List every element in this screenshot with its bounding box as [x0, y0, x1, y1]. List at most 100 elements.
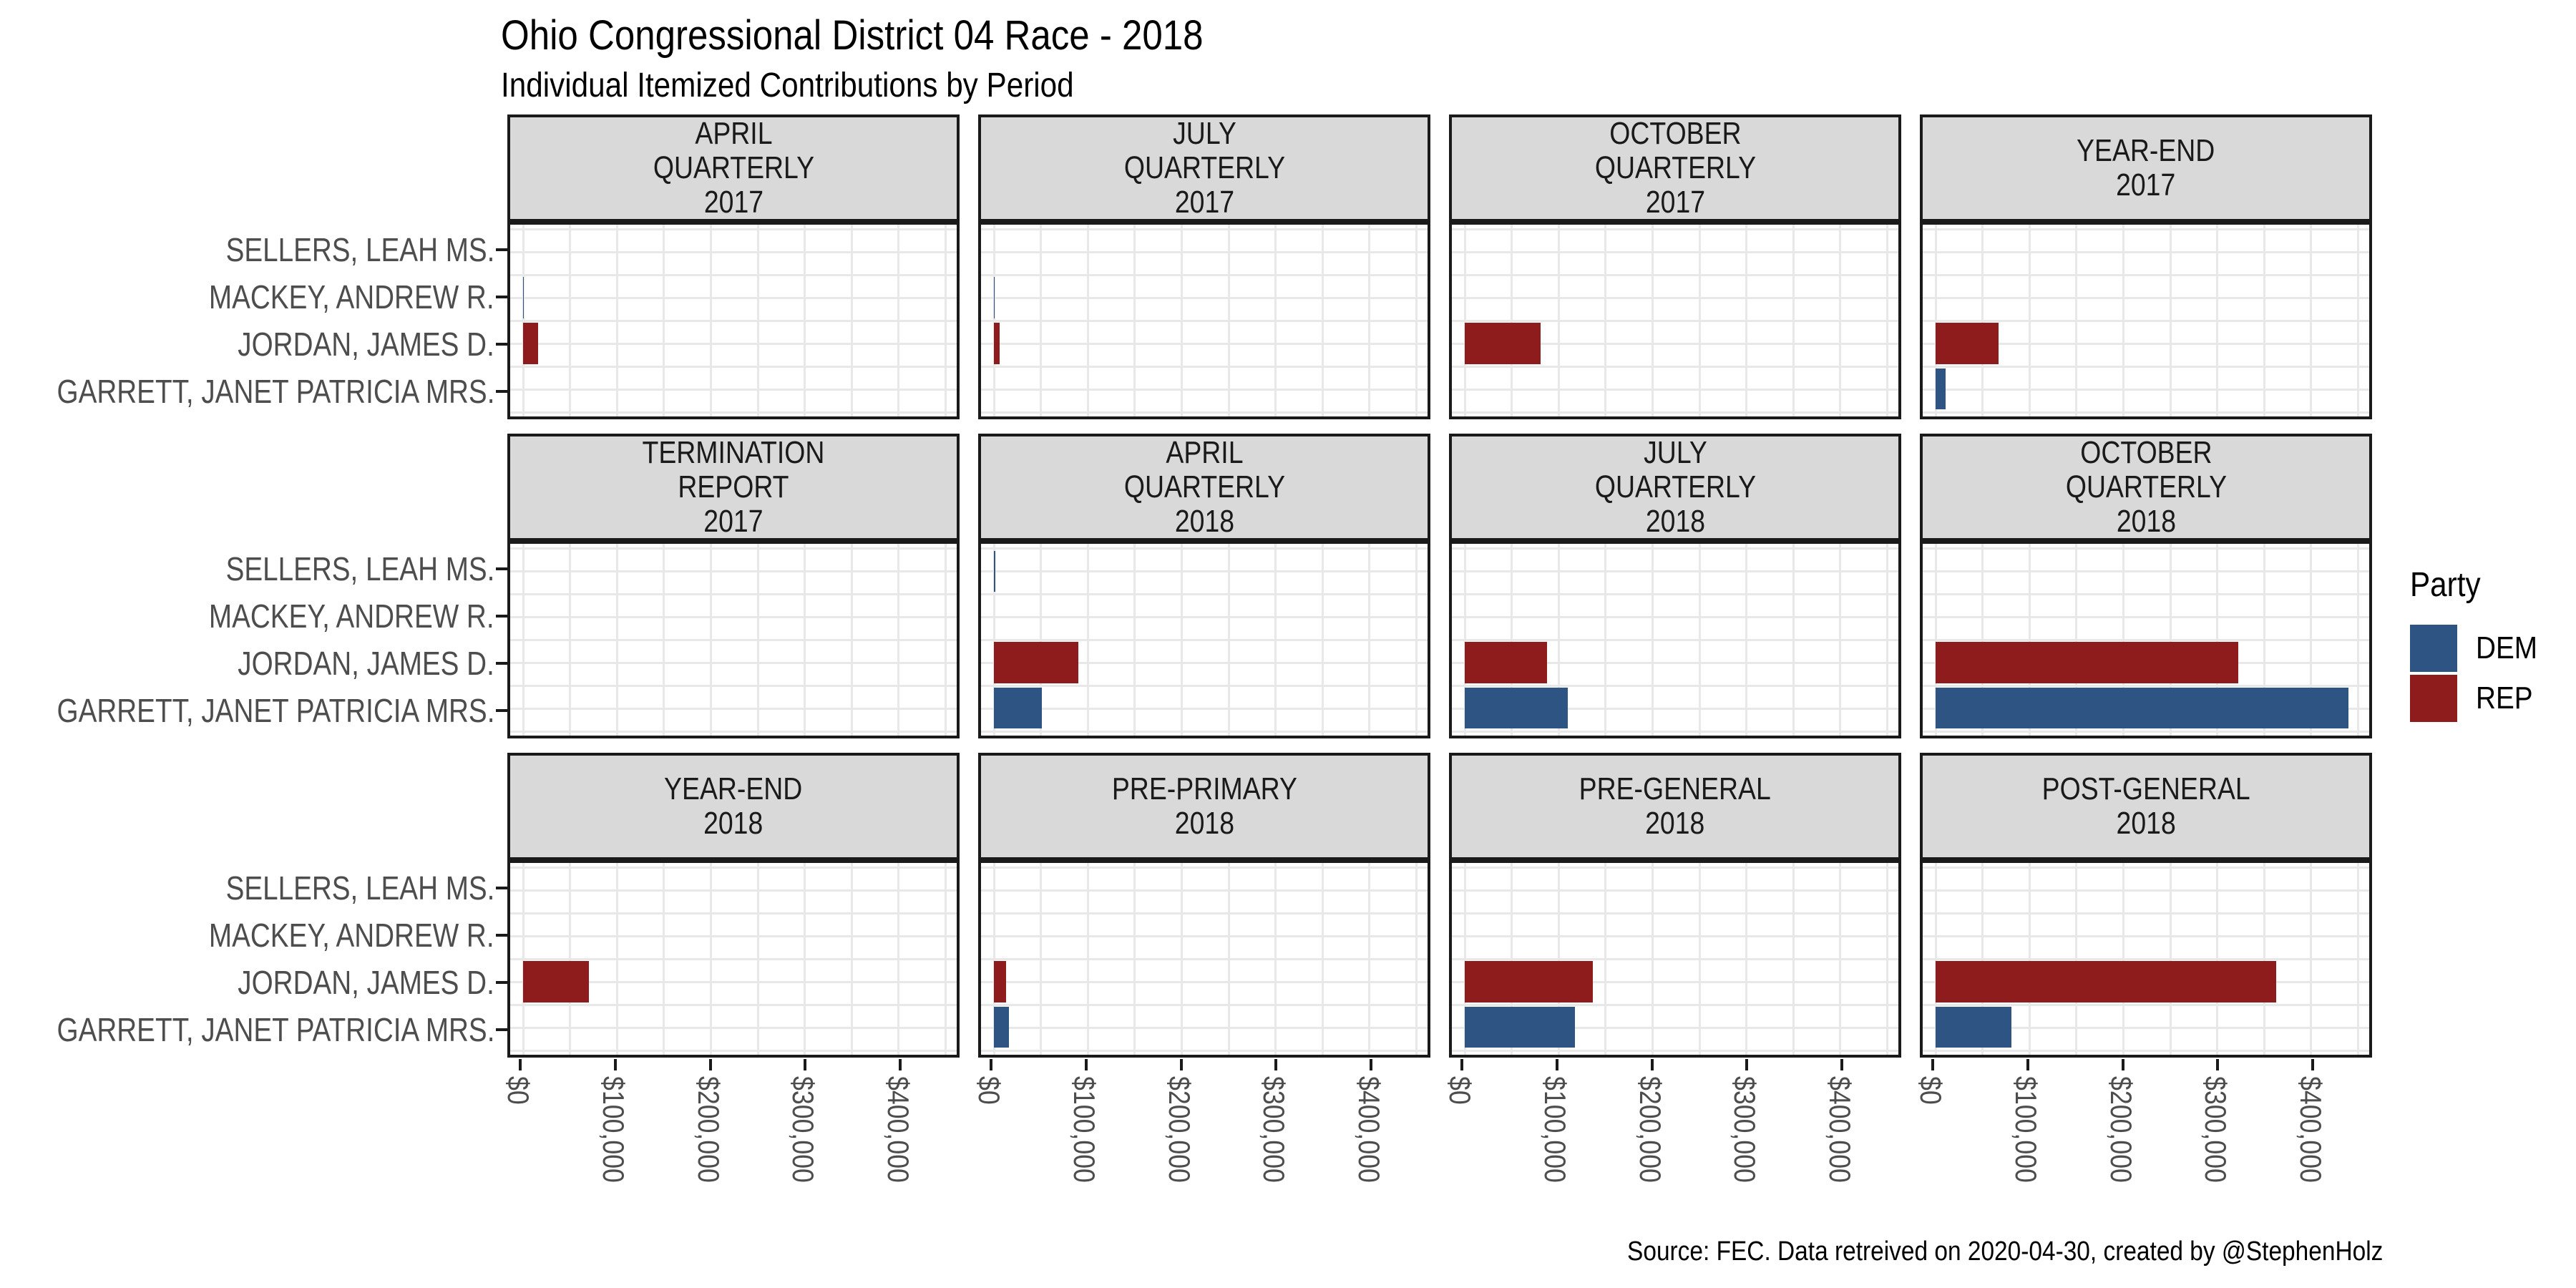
legend-keys: DEM REP [2410, 625, 2546, 722]
facet-panel [507, 222, 960, 419]
facet-panel [1920, 541, 2372, 738]
gridline-horizontal-minor [510, 547, 957, 550]
legend-swatch-rep [2410, 675, 2457, 722]
y-axis-label: MACKEY, ANDREW R. [209, 278, 494, 316]
gridline-horizontal-major [1452, 251, 1898, 254]
gridline-horizontal-major [510, 889, 957, 892]
facet-strip-label: JULY QUARTERLY 2018 [1594, 435, 1756, 539]
x-axis-tick [1931, 1059, 1934, 1070]
facet-panel [978, 222, 1430, 419]
gridline-horizontal-minor [1452, 730, 1898, 733]
x-axis-label: $100,000 [596, 1076, 630, 1183]
gridline-horizontal-major [1923, 251, 2369, 254]
gridline-horizontal-major [1923, 889, 2369, 892]
gridline-horizontal-minor [510, 320, 957, 322]
x-axis-label: $200,000 [1162, 1076, 1196, 1183]
facet-panel [978, 541, 1430, 738]
x-axis-label: $400,000 [882, 1076, 916, 1183]
x-axis-tick [708, 1059, 712, 1070]
facet-strip-label: OCTOBER QUARTERLY 2018 [2065, 435, 2227, 539]
gridline-horizontal-minor [1923, 958, 2369, 960]
gridline-horizontal-major [1923, 1026, 2369, 1029]
bar-rep [1464, 961, 1594, 1002]
facet-strip: PRE-PRIMARY 2018 [978, 753, 1430, 860]
x-axis-label: $0 [502, 1076, 535, 1105]
bar-dem [1464, 688, 1568, 729]
x-axis-label: $300,000 [786, 1076, 821, 1183]
gridline-horizontal-major [1452, 388, 1898, 391]
facet-strip: OCTOBER QUARTERLY 2017 [1449, 114, 1901, 222]
y-axis-label: GARRETT, JANET PATRICIA MRS. [57, 1010, 494, 1048]
bar-rep [1464, 642, 1548, 683]
gridline-horizontal-major [981, 251, 1428, 254]
y-axis-tick [496, 248, 507, 252]
gridline-horizontal-minor [1452, 1003, 1898, 1006]
gridline-horizontal-major [510, 616, 957, 619]
chart-title: Ohio Congressional District 04 Race - 20… [501, 12, 1204, 59]
gridline-horizontal-major [510, 661, 957, 664]
gridline-horizontal-minor [981, 320, 1428, 322]
facet-strip-label: OCTOBER QUARTERLY 2017 [1594, 116, 1756, 220]
caption: Source: FEC. Data retreived on 2020-04-3… [1626, 1236, 2383, 1267]
facet-strip-label: POST-GENERAL 2018 [2041, 771, 2250, 841]
gridline-horizontal-minor [981, 228, 1428, 231]
gridline-horizontal-major [1923, 935, 2369, 938]
gridline-horizontal-major [1923, 388, 2369, 391]
x-axis-tick [519, 1059, 522, 1070]
x-axis-label: $0 [972, 1076, 1006, 1105]
x-axis-tick [2026, 1059, 2029, 1070]
gridline-horizontal-minor [1923, 593, 2369, 596]
gridline-horizontal-major [510, 251, 957, 254]
gridline-horizontal-minor [1923, 228, 2369, 231]
y-axis-label: SELLERS, LEAH MS. [225, 550, 494, 588]
gridline-horizontal-major [1923, 297, 2369, 300]
legend-key-dem: DEM [2410, 625, 2546, 672]
gridline-horizontal-minor [1452, 365, 1898, 368]
bar-dem [993, 277, 995, 318]
y-axis-tick [496, 389, 507, 393]
gridline-horizontal-major [510, 980, 957, 983]
gridline-horizontal-major [981, 616, 1428, 619]
gridline-horizontal-minor [510, 593, 957, 596]
facet-strip-label: PRE-GENERAL 2018 [1579, 771, 1772, 841]
y-axis-tick [496, 661, 507, 665]
gridline-horizontal-minor [1923, 320, 2369, 322]
gridline-horizontal-minor [1923, 274, 2369, 277]
facet-strip: APRIL QUARTERLY 2018 [978, 434, 1430, 541]
gridline-horizontal-minor [1923, 730, 2369, 733]
gridline-horizontal-minor [981, 1049, 1428, 1052]
gridline-horizontal-minor [981, 912, 1428, 915]
bar-rep [1935, 323, 1999, 364]
gridline-horizontal-major [510, 297, 957, 300]
gridline-horizontal-major [1452, 297, 1898, 300]
y-axis-label: MACKEY, ANDREW R. [209, 597, 494, 635]
y-axis-label: MACKEY, ANDREW R. [209, 917, 494, 955]
gridline-horizontal-minor [1923, 912, 2369, 915]
gridline-horizontal-minor [981, 684, 1428, 687]
facet-strip: POST-GENERAL 2018 [1920, 753, 2372, 860]
gridline-horizontal-minor [1452, 320, 1898, 322]
x-axis-label: $100,000 [2009, 1076, 2043, 1183]
x-axis-label: $0 [1914, 1076, 1948, 1105]
x-axis-label: $300,000 [1728, 1076, 1762, 1183]
gridline-horizontal-major [1452, 980, 1898, 983]
bar-rep [993, 642, 1078, 683]
gridline-horizontal-major [981, 297, 1428, 300]
gridline-horizontal-major [981, 388, 1428, 391]
x-axis-tick [1274, 1059, 1278, 1070]
gridline-horizontal-minor [981, 593, 1428, 596]
gridline-horizontal-major [510, 1026, 957, 1029]
gridline-horizontal-minor [510, 684, 957, 687]
gridline-horizontal-minor [1923, 867, 2369, 869]
bar-dem [1935, 688, 2348, 729]
x-axis-tick [613, 1059, 617, 1070]
gridline-horizontal-minor [1923, 365, 2369, 368]
gridline-horizontal-major [1452, 707, 1898, 710]
gridline-horizontal-major [981, 980, 1428, 983]
y-axis-tick [496, 1028, 507, 1031]
y-axis-tick [496, 887, 507, 890]
gridline-horizontal-major [981, 1026, 1428, 1029]
gridline-horizontal-minor [1923, 684, 2369, 687]
gridline-horizontal-minor [510, 1003, 957, 1006]
gridline-horizontal-major [1452, 889, 1898, 892]
